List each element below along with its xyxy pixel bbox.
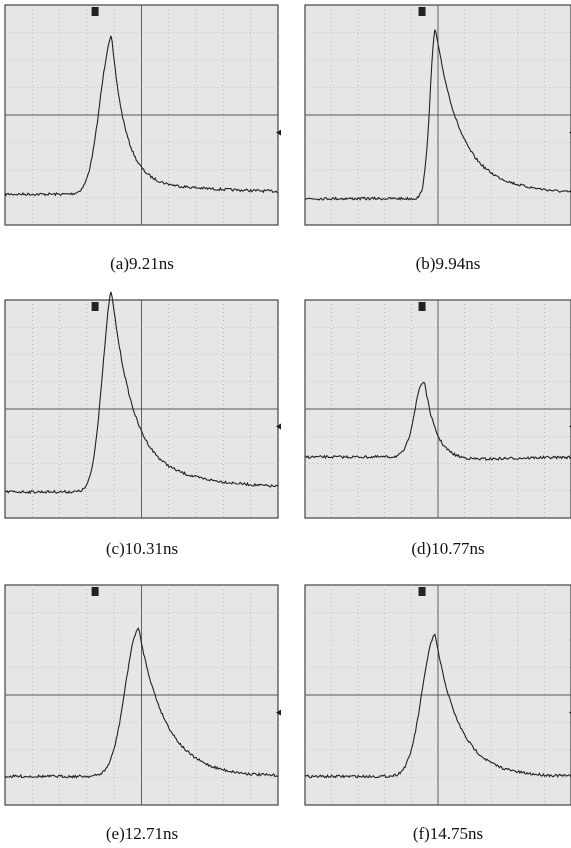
scope-panel: (f)14.75ns <box>304 584 571 843</box>
trigger-marker <box>91 587 99 596</box>
caption: (d)10.77ns <box>411 539 484 558</box>
caption: (a)9.21ns <box>110 254 174 273</box>
caption: (f)14.75ns <box>413 824 483 843</box>
caption: (e)12.71ns <box>106 824 178 843</box>
scope-panel: (e)12.71ns <box>4 584 281 843</box>
waveform <box>4 627 279 779</box>
scope-panel: (d)10.77ns <box>304 299 571 558</box>
caption: (b)9.94ns <box>416 254 481 273</box>
level-marker <box>276 129 281 136</box>
scope-panel: (a)9.21ns <box>4 4 281 273</box>
trigger-marker <box>91 302 99 311</box>
scope-panel: (c)10.31ns <box>4 291 281 558</box>
waveform <box>4 291 279 495</box>
waveform <box>304 633 571 779</box>
trigger-marker <box>91 7 99 16</box>
waveform <box>304 381 571 461</box>
waveform <box>304 29 571 201</box>
level-marker <box>276 709 281 716</box>
trigger-marker <box>418 7 426 16</box>
trigger-marker <box>418 587 426 596</box>
level-marker <box>276 423 281 430</box>
caption: (c)10.31ns <box>106 539 178 558</box>
waveform <box>4 35 279 197</box>
trigger-marker <box>418 302 426 311</box>
scope-panel: (b)9.94ns <box>304 4 571 273</box>
